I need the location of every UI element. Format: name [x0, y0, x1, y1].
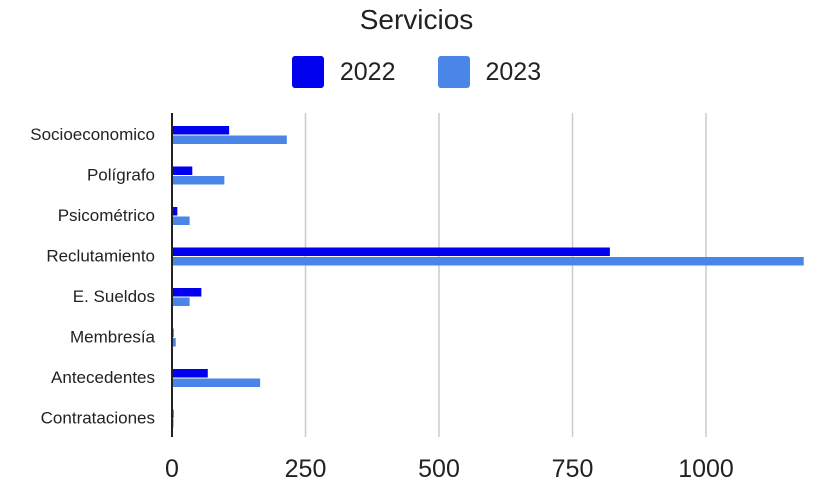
bar-2022	[172, 288, 202, 297]
x-tick-label: 1000	[678, 455, 734, 483]
y-tick-label: Socioeconomico	[30, 125, 155, 144]
legend-label-series-2: 2023	[485, 57, 542, 86]
legend-label-series-1: 2022	[339, 57, 396, 86]
chart-title: Servicios	[359, 4, 474, 35]
y-tick-label: Psicométrico	[58, 206, 155, 225]
legend: 2022 2023	[0, 56, 833, 88]
x-tick-label: 750	[552, 455, 594, 483]
bar-2022	[172, 247, 610, 256]
legend-swatch-series-2	[437, 56, 470, 88]
bar-2023	[172, 338, 176, 347]
bar-2023	[172, 216, 190, 225]
bar-2022	[172, 369, 208, 378]
legend-item-series-2: 2023	[437, 56, 542, 88]
y-tick-label: Membresía	[70, 328, 156, 347]
x-tick-label: 250	[285, 455, 327, 483]
bar-2023	[172, 257, 804, 266]
y-tick-label: Contrataciones	[41, 409, 155, 428]
bar-2023	[172, 378, 261, 387]
y-tick-label: E. Sueldos	[73, 287, 155, 306]
bar-2023	[172, 135, 287, 144]
bar-2023	[172, 297, 190, 306]
y-tick-label: Reclutamiento	[46, 247, 155, 266]
x-tick-label: 0	[165, 455, 179, 483]
bar-2022	[172, 166, 193, 175]
y-tick-label: Antecedentes	[51, 368, 155, 387]
legend-item-series-1: 2022	[291, 56, 396, 88]
bar-2023	[172, 176, 225, 185]
x-tick-label: 500	[418, 455, 460, 483]
bar-2022	[172, 207, 178, 216]
y-tick-label: Polígrafo	[87, 166, 155, 185]
legend-swatch-series-1	[291, 56, 324, 88]
bar-2022	[172, 126, 230, 135]
